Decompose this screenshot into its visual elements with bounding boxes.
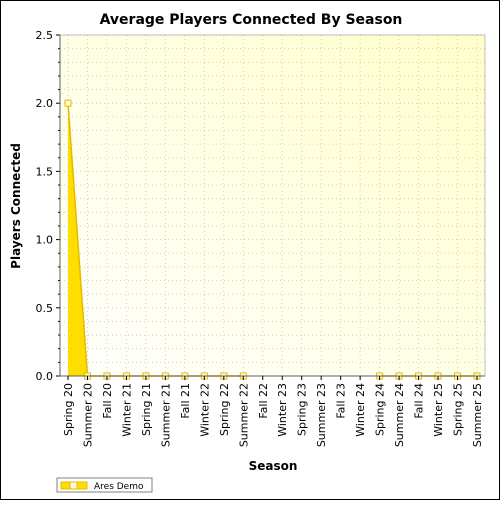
y-axis-label: Players Connected: [9, 143, 23, 269]
x-tick-label: Spring 20: [62, 383, 75, 436]
x-tick-label: Fall 24: [413, 383, 426, 419]
x-tick-label: Summer 25: [471, 383, 484, 447]
x-tick-label: Summer 22: [237, 383, 250, 447]
x-tick-label: Spring 22: [218, 383, 231, 436]
x-tick-label: Spring 23: [296, 383, 309, 436]
axes: 0.0 0.5 1.0 1.5 2.0 2.5 Spring 20 Summer 20 Fall…: [36, 29, 486, 447]
x-tick-label: Summer 20: [81, 383, 94, 447]
y-tick-label: 2.0: [36, 97, 54, 110]
x-tick-label: Winter 25: [432, 383, 445, 437]
grid-lines: [60, 34, 485, 376]
x-tick-label: Fall 21: [179, 383, 192, 419]
y-tick-label: 2.5: [36, 29, 54, 42]
legend-marker: [69, 481, 78, 490]
x-tick-label: Winter 23: [276, 383, 289, 437]
data-point: [64, 99, 72, 107]
x-tick-label: Spring 21: [140, 383, 153, 436]
y-tick-label: 0.5: [36, 302, 54, 315]
plot-border: [59, 34, 486, 377]
x-tick-label: Spring 24: [374, 383, 387, 436]
plot-area: [60, 35, 485, 376]
x-tick-label: Winter 24: [354, 383, 367, 437]
x-tick-label: Winter 21: [120, 383, 133, 437]
x-tick-label: Fall 23: [335, 383, 348, 419]
y-tick-label: 0.0: [36, 370, 54, 383]
x-tick-label: Fall 20: [101, 383, 114, 419]
x-tick-label: Winter 22: [198, 383, 211, 437]
x-tick-label: Summer 23: [315, 383, 328, 447]
x-axis-label: Season: [249, 459, 298, 473]
x-tick-label: Summer 24: [393, 383, 406, 447]
x-tick-label: Summer 21: [159, 383, 172, 447]
legend: Ares Demo: [56, 477, 153, 493]
y-tick-label: 1.5: [36, 165, 54, 178]
x-tick-label: Fall 22: [257, 383, 270, 419]
legend-label: Ares Demo: [94, 482, 144, 492]
y-tick-label: 1.0: [36, 234, 54, 247]
chart-title: Average Players Connected By Season: [100, 12, 403, 28]
x-tick-label: Spring 25: [452, 383, 465, 436]
